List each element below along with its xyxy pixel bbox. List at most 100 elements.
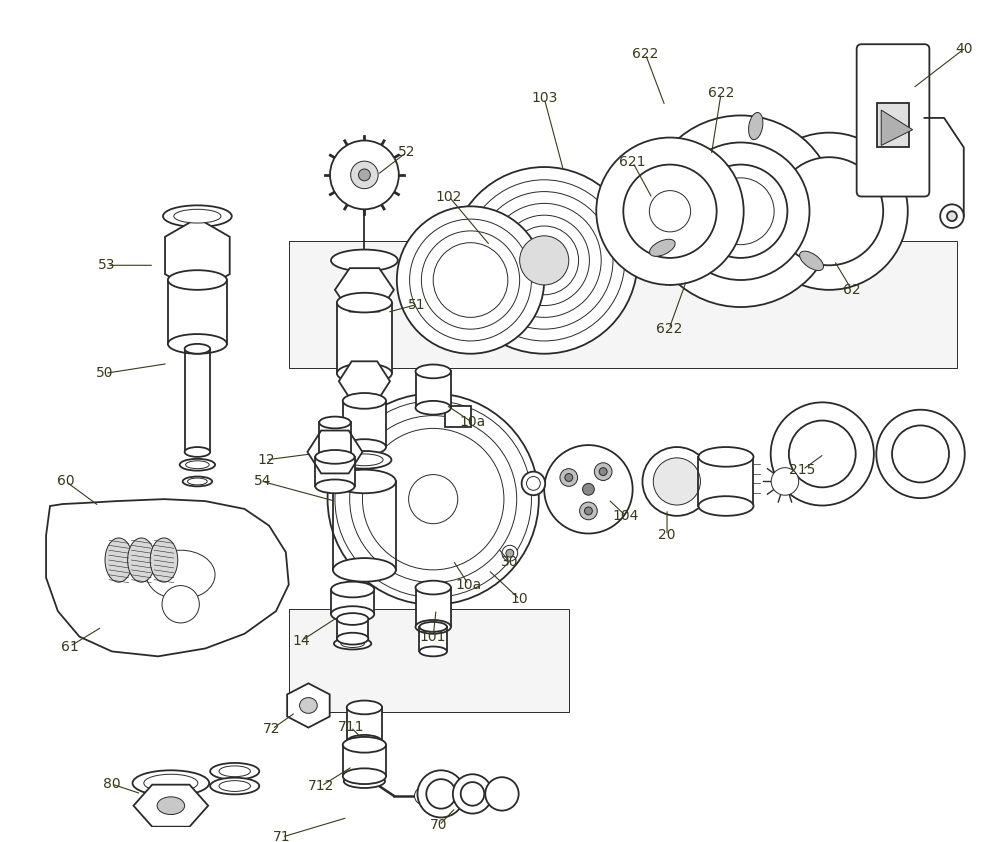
Bar [185,349,210,452]
Ellipse shape [315,479,355,493]
Ellipse shape [502,546,518,561]
Text: 60: 60 [57,474,75,488]
Ellipse shape [146,550,215,600]
Bar [347,707,382,742]
Polygon shape [287,684,330,727]
Text: 10a: 10a [455,578,482,592]
Ellipse shape [219,766,250,776]
Ellipse shape [510,226,579,295]
Ellipse shape [800,251,823,270]
Ellipse shape [350,416,517,583]
Text: 10a: 10a [459,415,486,429]
Ellipse shape [544,445,633,534]
Ellipse shape [183,477,212,487]
Ellipse shape [337,364,392,383]
Ellipse shape [334,637,371,649]
Polygon shape [46,499,289,656]
Ellipse shape [749,113,763,140]
Ellipse shape [333,470,396,493]
Ellipse shape [419,647,447,656]
Ellipse shape [876,410,965,498]
Ellipse shape [337,632,368,644]
Ellipse shape [771,467,799,495]
Ellipse shape [522,472,545,495]
Bar [331,589,374,614]
Bar [877,104,909,147]
Ellipse shape [475,192,613,329]
Ellipse shape [892,425,949,482]
Ellipse shape [584,507,592,514]
Ellipse shape [771,402,874,505]
Bar [698,457,753,506]
Polygon shape [289,241,957,369]
Ellipse shape [560,469,578,487]
Text: 12: 12 [257,453,275,466]
Text: 102: 102 [436,189,462,204]
Text: 62: 62 [843,283,861,297]
Bar [337,619,368,638]
Text: 61: 61 [61,640,79,653]
Ellipse shape [337,451,391,469]
Ellipse shape [210,778,259,794]
Ellipse shape [583,483,594,495]
Text: 70: 70 [430,818,448,833]
Text: 50: 50 [96,366,114,381]
Text: 80: 80 [103,777,121,791]
Ellipse shape [487,204,601,317]
Ellipse shape [775,157,883,265]
Text: 101: 101 [420,630,446,643]
Ellipse shape [185,447,210,457]
Bar [343,401,386,447]
Text: 215: 215 [789,462,816,477]
Ellipse shape [219,781,250,791]
Ellipse shape [419,622,447,632]
Ellipse shape [789,420,856,488]
Ellipse shape [331,582,374,597]
Ellipse shape [417,770,465,818]
Ellipse shape [940,205,964,228]
Ellipse shape [642,447,711,516]
Polygon shape [165,218,230,293]
Ellipse shape [330,141,399,210]
Bar [416,371,451,408]
Text: 40: 40 [955,42,973,56]
Ellipse shape [464,180,625,341]
Ellipse shape [645,115,837,307]
Ellipse shape [451,167,638,354]
Ellipse shape [186,461,209,469]
Ellipse shape [433,242,508,317]
Ellipse shape [331,606,374,622]
Ellipse shape [315,450,355,464]
Ellipse shape [527,477,540,490]
Ellipse shape [346,454,383,466]
Ellipse shape [344,775,385,788]
Ellipse shape [596,137,744,285]
Ellipse shape [653,458,700,505]
Ellipse shape [580,502,597,520]
Ellipse shape [698,496,753,516]
Bar [419,626,447,652]
Ellipse shape [362,429,504,570]
Bar [445,406,471,428]
Ellipse shape [520,236,569,285]
Ellipse shape [499,216,589,306]
Ellipse shape [343,769,386,784]
Ellipse shape [599,467,607,476]
Ellipse shape [300,698,317,713]
Polygon shape [289,609,569,712]
Text: 53: 53 [98,258,116,272]
Ellipse shape [359,169,370,181]
Ellipse shape [128,538,155,582]
Ellipse shape [416,401,451,414]
Ellipse shape [150,538,178,582]
Polygon shape [339,361,390,401]
Ellipse shape [707,178,774,245]
Ellipse shape [751,133,908,290]
Text: 14: 14 [293,634,310,647]
Ellipse shape [105,538,133,582]
Ellipse shape [416,365,451,378]
Ellipse shape [694,164,787,258]
Ellipse shape [162,585,199,623]
Text: 622: 622 [708,87,734,100]
Ellipse shape [343,440,386,455]
